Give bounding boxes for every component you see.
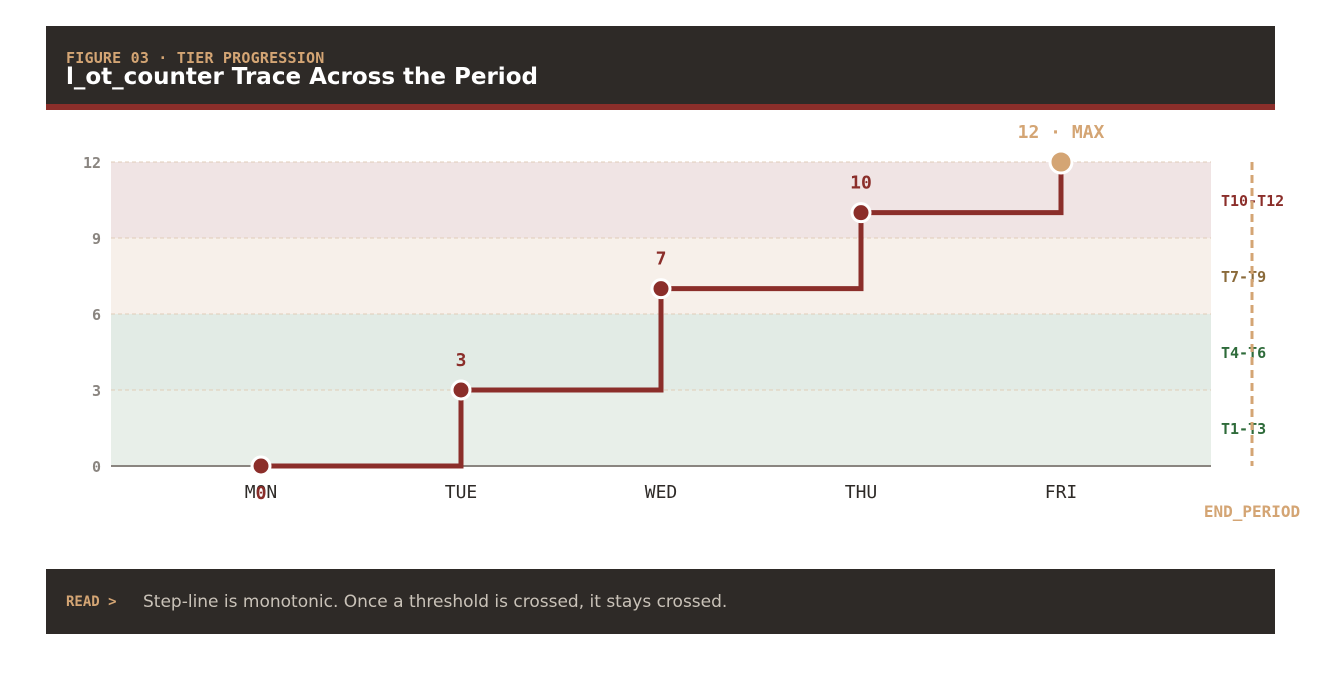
tier-band-3	[111, 162, 1211, 238]
x-tick-label-2: WED	[645, 482, 678, 503]
y-tick-label-1: 3	[92, 382, 101, 400]
data-point-4	[1048, 149, 1074, 175]
x-tick-label-0: MON	[245, 482, 278, 503]
tier-band-0	[111, 390, 1211, 466]
data-label-3: 10	[850, 173, 872, 194]
y-tick-label-3: 9	[92, 230, 101, 248]
data-label-2: 7	[656, 249, 667, 270]
end-period-label: END_PERIOD	[1204, 502, 1300, 521]
step-line-chart: 036912T1-T3T4-T6T7-T9T10-T12END_PERIODMO…	[83, 122, 1300, 521]
data-label-0: 0	[256, 483, 267, 504]
x-tick-label-1: TUE	[445, 482, 478, 503]
data-point-0	[250, 455, 272, 477]
read-note: Step-line is monotonic. Once a threshold…	[143, 592, 728, 612]
x-tick-label-4: FRI	[1045, 482, 1078, 503]
data-label-1: 3	[456, 350, 467, 371]
figure-eyebrow: FIGURE 03 · TIER PROGRESSION	[66, 49, 325, 67]
data-point-1	[450, 379, 472, 401]
x-tick-label-3: THU	[845, 482, 878, 503]
data-point-3	[850, 202, 872, 224]
tier-band-label-0: T1-T3	[1221, 420, 1266, 438]
y-tick-label-4: 12	[83, 154, 101, 172]
y-tick-label-2: 6	[92, 306, 101, 324]
data-point-2	[650, 278, 672, 300]
y-tick-label-0: 0	[92, 458, 101, 476]
data-label-4: 12 · MAX	[1018, 122, 1105, 143]
figure-header: FIGURE 03 · TIER PROGRESSION l_ot_counte…	[46, 26, 1275, 110]
read-footer: READ > Step-line is monotonic. Once a th…	[46, 569, 1275, 634]
read-label: READ >	[66, 594, 117, 610]
tier-band-label-2: T7-T9	[1221, 268, 1266, 286]
chart-title: l_ot_counter Trace Across the Period	[66, 64, 538, 90]
tier-band-label-1: T4-T6	[1221, 344, 1266, 362]
